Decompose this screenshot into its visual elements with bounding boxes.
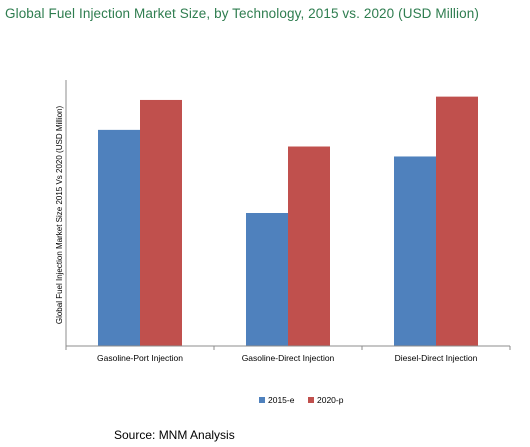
bars-group (98, 96, 478, 346)
x-tick-label: Diesel-Direct Injection (395, 353, 478, 363)
y-axis-label: Global Fuel Injection Market Size 2015 V… (55, 106, 64, 325)
bar-2015-e-2 (246, 213, 288, 346)
x-tick-label: Gasoline-Direct Injection (242, 353, 335, 363)
y-axis-label-group: Global Fuel Injection Market Size 2015 V… (55, 106, 64, 325)
x-tick-labels-group: Gasoline-Port Injection Gasoline-Direct I… (97, 353, 478, 363)
bar-2020-p-3 (436, 96, 478, 346)
bar-2020-p-1 (140, 99, 182, 346)
bar-2015-e-1 (98, 129, 140, 346)
legend-label-2015-e: 2015-e (268, 395, 295, 405)
source-note: Source: MNM Analysis (114, 428, 235, 442)
bar-2020-p-2 (288, 146, 330, 346)
chart-title: Global Fuel Injection Market Size, by Te… (5, 6, 479, 21)
x-ticks-group (65, 346, 511, 350)
legend: 2015-e 2020-p (259, 395, 344, 405)
legend-label-2020-p: 2020-p (317, 395, 344, 405)
legend-swatch-2015-e (259, 397, 265, 403)
legend-swatch-2020-p (308, 397, 314, 403)
x-tick-label: Gasoline-Port Injection (97, 353, 183, 363)
bar-2015-e-3 (394, 156, 436, 346)
